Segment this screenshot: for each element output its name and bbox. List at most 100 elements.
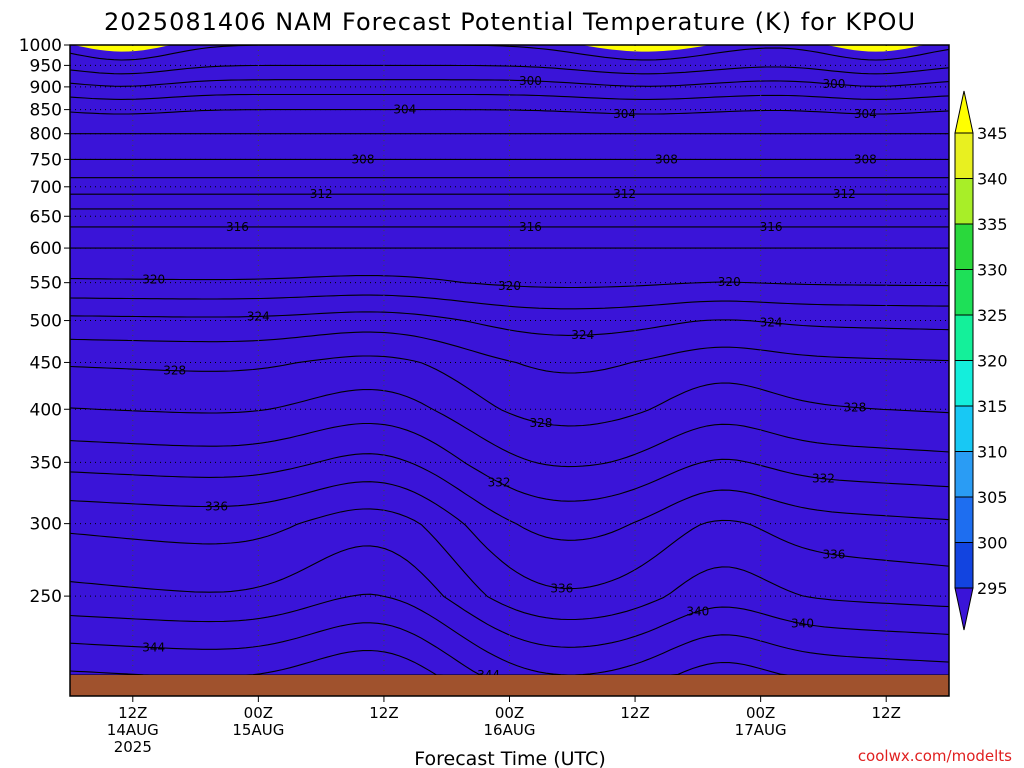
grid-lines — [70, 44, 949, 675]
contour-line-342 — [69, 593, 950, 676]
contour-label: 328 — [163, 364, 186, 378]
colorbar-label: 345 — [977, 124, 1008, 143]
y-axis: 250 300 350 400 450 500 550 600 650 700 750 800 850 9… — [19, 36, 70, 607]
x-tick-label: 00Z — [495, 704, 524, 722]
x-tick-label: 15AUG — [232, 721, 284, 739]
contour-label: 320 — [142, 272, 165, 286]
x-tick-label: 00Z — [746, 704, 775, 722]
contour-label: 328 — [529, 416, 552, 430]
colorbar-bottom-arrow — [954, 587, 974, 631]
y-tick-label: 900 — [30, 78, 62, 98]
contour-label: 316 — [519, 220, 542, 234]
y-tick-label: 250 — [30, 587, 62, 607]
colorbar-label: 340 — [977, 170, 1008, 189]
x-tick-label: 12Z — [118, 704, 147, 722]
contour-line-336 — [69, 481, 950, 590]
ground-surface — [70, 675, 949, 696]
credit-text: coolwx.com/modelts — [858, 747, 1012, 765]
y-tick-label: 750 — [30, 150, 62, 170]
colorbar-label: 330 — [977, 261, 1008, 280]
contour-label: 312 — [310, 187, 333, 201]
y-tick-label: 800 — [30, 125, 62, 145]
colorbar-label: 325 — [977, 306, 1008, 325]
colorbar-label: 315 — [977, 397, 1008, 416]
x-tick-label: 12Z — [872, 704, 901, 722]
x-tick-label: 2025 — [114, 738, 152, 756]
y-tick-label: 950 — [30, 56, 62, 76]
y-tick-label: 850 — [30, 101, 62, 121]
contour-label: 304 — [854, 107, 877, 121]
contour-label: 304 — [613, 107, 636, 121]
y-tick-label: 400 — [30, 400, 62, 420]
colorbar-box — [954, 405, 974, 452]
plot-area: 3443403443403363363363323323283283283243… — [69, 44, 950, 697]
colorbar-box — [954, 314, 974, 361]
y-tick-label: 600 — [30, 239, 62, 259]
chart-title: 2025081406 NAM Forecast Potential Temper… — [104, 8, 916, 36]
contour-label: 312 — [833, 187, 856, 201]
contour-label: 308 — [352, 152, 375, 166]
colorbar-box — [954, 542, 974, 589]
x-tick-label: 16AUG — [484, 721, 536, 739]
colorbar-box — [954, 223, 974, 270]
contour-label: 340 — [686, 604, 709, 618]
contour-label: 324 — [760, 316, 783, 330]
contour-label: 336 — [550, 581, 573, 595]
contour-label: 328 — [843, 400, 866, 414]
colorbar-top-arrow — [954, 90, 974, 134]
y-tick-label: 700 — [30, 178, 62, 198]
contour-line-332 — [69, 422, 950, 502]
contour-line-296 — [69, 44, 950, 61]
contour-label: 336 — [205, 500, 228, 514]
colorbar-box — [954, 496, 974, 543]
colorbar-label: 310 — [977, 443, 1008, 462]
y-tick-label: 650 — [30, 207, 62, 227]
y-tick-label: 1000 — [19, 36, 62, 56]
contour-line-298 — [69, 64, 950, 75]
colorbar-label: 305 — [977, 488, 1008, 507]
contour-label: 308 — [655, 152, 678, 166]
y-tick-label: 500 — [30, 312, 62, 332]
contour-label: 344 — [142, 641, 165, 655]
contour-label: 324 — [571, 328, 594, 342]
y-tick-label: 350 — [30, 453, 62, 473]
colorbar-box — [954, 451, 974, 498]
contour-label: 332 — [812, 472, 835, 486]
contour-label: 316 — [226, 220, 249, 234]
x-axis-title: Forecast Time (UTC) — [414, 748, 605, 768]
contour-line-330 — [69, 388, 950, 468]
colorbar-label: 320 — [977, 352, 1008, 371]
x-tick-label: 12Z — [369, 704, 398, 722]
contour-label: 340 — [791, 617, 814, 631]
colorbar-label: 300 — [977, 534, 1008, 553]
colorbar: 345 340 335 330 325 320 315 310 305 300 295 — [954, 90, 1008, 631]
contour-labels: 3443403443403363363363323323283283283243… — [142, 74, 877, 682]
contour-label: 336 — [822, 548, 845, 562]
colorbar-box — [954, 178, 974, 225]
contour-label: 324 — [247, 309, 270, 323]
x-tick-label: 14AUG — [107, 721, 159, 739]
contour-label: 320 — [718, 275, 741, 289]
contour-line-328 — [69, 355, 950, 427]
contour-label: 332 — [488, 475, 511, 489]
colorbar-label: 335 — [977, 215, 1008, 234]
y-tick-label: 550 — [30, 274, 62, 294]
colorbar-box — [954, 360, 974, 407]
contour-line-302 — [69, 93, 950, 100]
y-tick-label: 300 — [30, 515, 62, 535]
contour-line-322 — [69, 294, 949, 310]
colorbar-box — [954, 132, 974, 179]
x-tick-label: 12Z — [620, 704, 649, 722]
contour-label: 300 — [519, 74, 542, 88]
x-tick-label: 00Z — [244, 704, 273, 722]
contour-line-338 — [69, 508, 950, 621]
x-tick-label: 17AUG — [735, 721, 787, 739]
contour-label: 312 — [613, 187, 636, 201]
colorbar-label: 295 — [977, 579, 1008, 598]
contour-label: 316 — [760, 220, 783, 234]
colorbar-box — [954, 269, 974, 316]
contour-label: 300 — [822, 77, 845, 91]
y-tick-label: 450 — [30, 353, 62, 373]
